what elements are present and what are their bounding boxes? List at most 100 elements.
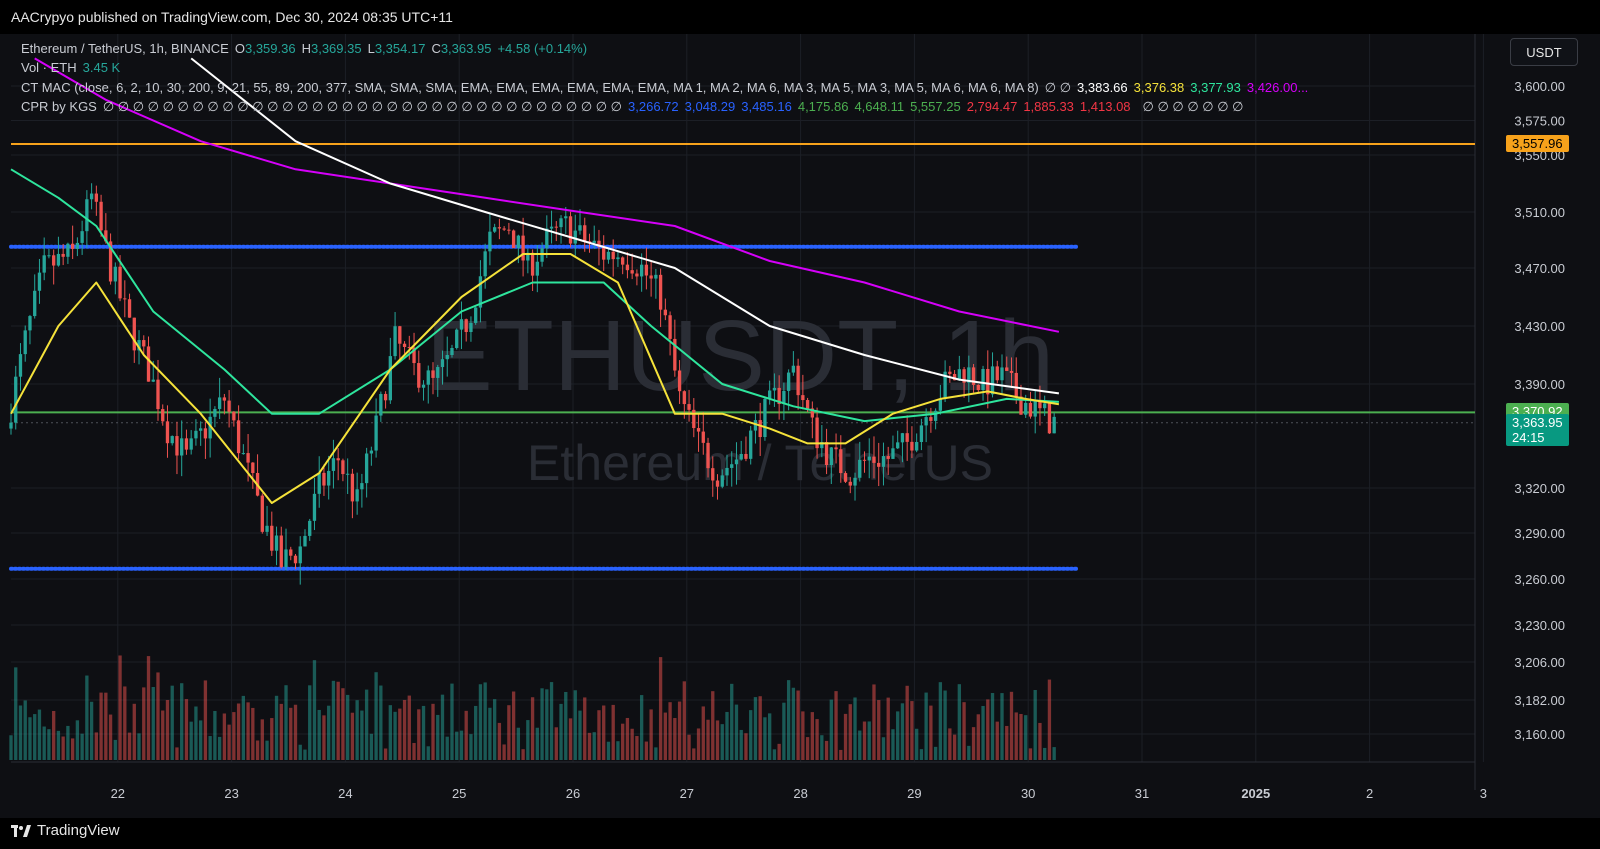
candle-body — [161, 409, 165, 422]
volume-bar — [312, 660, 317, 760]
candle-body — [919, 425, 924, 443]
candle-body — [673, 338, 677, 371]
candle-body — [995, 366, 999, 381]
volume-bar — [255, 740, 260, 760]
volume-bar — [502, 744, 506, 760]
candle-body — [791, 365, 796, 373]
volume-bar — [592, 732, 596, 760]
ma-magenta-line — [34, 57, 1060, 333]
volume-bar — [881, 737, 886, 760]
candle-body — [777, 387, 781, 405]
volume-bar — [858, 730, 862, 760]
candle-body — [711, 468, 715, 481]
candle-body — [554, 226, 558, 228]
candle-body — [801, 395, 805, 401]
volume-bar — [948, 728, 952, 760]
volume-bar — [142, 687, 146, 760]
currency-button[interactable]: USDT — [1510, 38, 1578, 66]
candle-body — [578, 225, 582, 231]
time-tick-label: 31 — [1135, 786, 1149, 801]
candle-body — [644, 264, 649, 276]
volume-bar — [549, 682, 554, 760]
price-tick-label: 3,182.00 — [1514, 693, 1565, 708]
candle-body — [720, 475, 724, 487]
time-tick-label: 2025 — [1241, 786, 1270, 801]
legend-cpr-row[interactable]: CPR by KGS ∅ ∅ ∅ ∅ ∅ ∅ ∅ ∅ ∅ ∅ ∅ ∅ ∅ ∅ ∅ … — [21, 99, 1249, 115]
candle-body — [137, 340, 141, 351]
volume-bar — [70, 738, 75, 760]
candle-body — [526, 252, 530, 261]
candle-body — [592, 240, 596, 243]
candle-body — [933, 410, 938, 421]
legend-symbol-row[interactable]: Ethereum / TetherUS, 1h, BINANCE O3,359.3… — [21, 41, 593, 56]
candle-body — [350, 473, 355, 502]
volume-bar — [981, 705, 985, 760]
volume-bar — [805, 737, 810, 760]
candle-body — [52, 255, 56, 266]
volume-bar — [436, 714, 440, 760]
volume-bar — [336, 681, 340, 760]
ctmac-value: 3,426.00... — [1246, 80, 1309, 95]
volume-bar — [14, 667, 18, 760]
volume-bar — [777, 743, 781, 760]
candle-body — [270, 525, 274, 551]
legend-volume-row[interactable]: Vol · ETH 3.45 K — [21, 60, 126, 75]
volume-bar — [421, 705, 426, 760]
candle-body — [668, 315, 672, 339]
volume-bar — [1043, 747, 1047, 760]
volume-bar — [369, 733, 374, 760]
volume-bar — [132, 703, 136, 760]
volume-bar — [621, 723, 625, 760]
volume-bar — [796, 690, 800, 760]
candle-body — [744, 453, 748, 459]
volume-bar — [573, 690, 577, 760]
legend-ctmac-row[interactable]: CT MAC (close, 6, 2, 10, 30, 200, 9, 21,… — [21, 80, 1491, 96]
candle-body — [824, 442, 829, 466]
volume-bar — [331, 680, 336, 760]
candle-body — [293, 555, 298, 564]
volume-bar — [782, 702, 786, 760]
volume-bar — [374, 672, 378, 760]
volume-bar — [853, 697, 857, 760]
volume-bar — [113, 739, 117, 760]
volume-bar — [104, 692, 108, 760]
volume-bar — [924, 692, 928, 760]
candle-body — [327, 470, 331, 486]
candle-body — [867, 456, 871, 461]
candle-body — [948, 371, 952, 374]
volume-bar — [1038, 722, 1042, 760]
volume-bar — [801, 711, 805, 760]
price-tick-label: 3,600.00 — [1514, 79, 1565, 94]
candle-body — [843, 473, 848, 482]
volume-bar — [293, 704, 298, 760]
time-tick-label: 27 — [680, 786, 694, 801]
candle-body — [492, 227, 497, 232]
volume-bar — [990, 693, 995, 760]
candle-body — [56, 253, 61, 266]
volume-bar — [744, 733, 748, 760]
candle-body — [900, 433, 905, 443]
candle-body — [583, 225, 587, 242]
candle-body — [260, 495, 264, 532]
volume-bar — [52, 710, 56, 760]
high-value: 3,369.35 — [310, 41, 362, 56]
candle-body — [364, 453, 369, 484]
volume-bar — [877, 700, 881, 760]
candle-body — [957, 369, 961, 381]
volume-bar — [464, 710, 468, 760]
cpr-value: 3,266.72 — [628, 99, 679, 114]
tradingview-logo[interactable]: TradingView — [11, 822, 120, 839]
volume-bar — [170, 685, 174, 760]
candle-body — [682, 391, 686, 405]
volume-bar — [559, 703, 563, 760]
candle-body — [421, 384, 426, 388]
candle-body — [464, 319, 468, 333]
volume-bar — [1019, 713, 1023, 760]
candle-body — [564, 216, 568, 219]
candle-body — [829, 447, 833, 466]
volume-bars — [9, 655, 1056, 760]
volume-bar — [530, 697, 535, 760]
price-tick-label: 3,575.00 — [1514, 114, 1565, 129]
